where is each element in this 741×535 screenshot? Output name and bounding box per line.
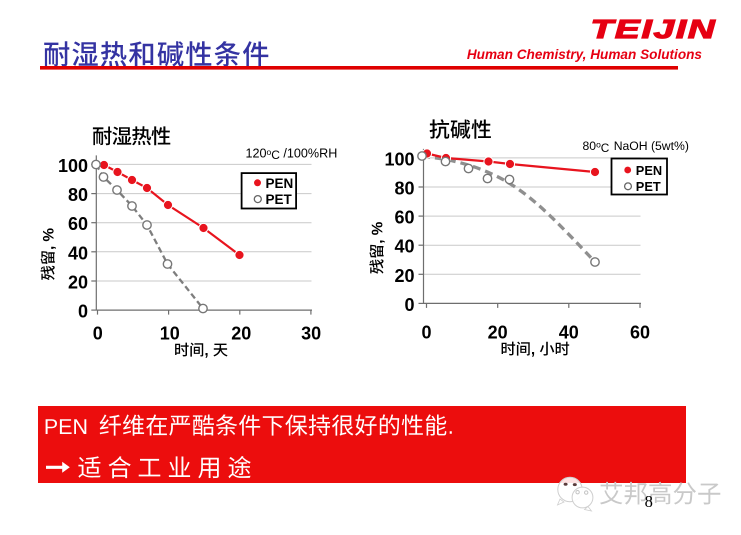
svg-text:PEN: PEN [266,176,294,191]
svg-text:Human Chemistry, Human Solutio: Human Chemistry, Human Solutions [467,47,703,62]
svg-text:40: 40 [68,243,88,263]
svg-text:80: 80 [394,179,414,199]
svg-text:20: 20 [488,323,508,343]
svg-text:TEIJIN: TEIJIN [591,14,717,43]
svg-text:20: 20 [231,323,251,343]
svg-text:80oC NaOH (5wt%): 80oC NaOH (5wt%) [583,139,689,155]
svg-text:100: 100 [58,156,88,176]
svg-text:PEN: PEN [636,163,662,178]
svg-text:PET: PET [636,179,661,194]
svg-text:100: 100 [384,149,414,169]
svg-text:40: 40 [394,237,414,257]
svg-text:0: 0 [93,323,103,343]
svg-text:40: 40 [559,323,579,343]
svg-text:8: 8 [645,492,653,511]
svg-text:60: 60 [68,214,88,234]
svg-text:0: 0 [78,302,88,322]
svg-text:80: 80 [68,185,88,205]
svg-text:20: 20 [68,273,88,293]
svg-text:0: 0 [421,323,431,343]
svg-text:PET: PET [266,192,293,207]
svg-text:60: 60 [394,208,414,228]
svg-text:120oC /100%RH: 120oC /100%RH [246,146,338,162]
svg-text:20: 20 [394,266,414,286]
svg-text:10: 10 [160,323,180,343]
svg-text:60: 60 [630,323,650,343]
svg-text:30: 30 [301,323,321,343]
svg-text:0: 0 [404,295,414,315]
